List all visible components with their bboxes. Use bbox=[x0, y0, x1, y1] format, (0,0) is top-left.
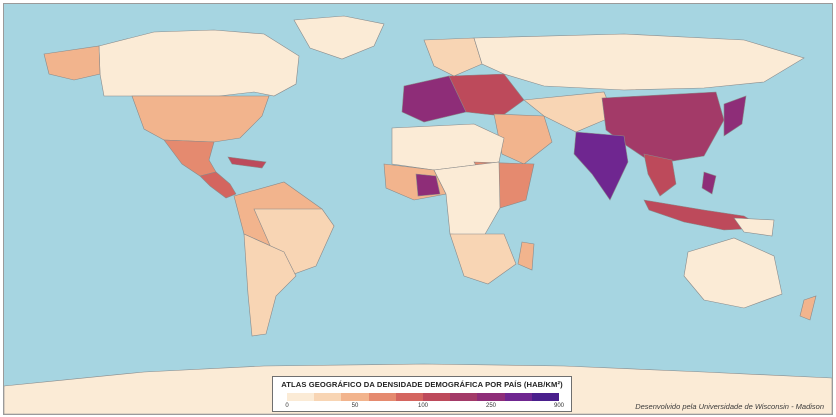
legend-color-swatch bbox=[450, 393, 478, 401]
region-russia bbox=[473, 33, 805, 91]
legend-color-swatch bbox=[531, 393, 560, 401]
region-europe-east bbox=[448, 73, 525, 117]
legend-color-swatch bbox=[341, 393, 369, 401]
region-japan bbox=[723, 95, 747, 137]
region-china bbox=[601, 91, 725, 165]
region-alaska bbox=[43, 45, 101, 81]
legend-title: ATLAS GEOGRÁFICO DA DENSIDADE DEMOGRÁFIC… bbox=[281, 380, 563, 389]
credit-text: Desenvolvido pela Universidade de Wiscon… bbox=[635, 402, 824, 411]
world-map bbox=[4, 15, 832, 414]
region-southeast-asia bbox=[643, 153, 677, 197]
region-mexico bbox=[163, 139, 217, 177]
legend: ATLAS GEOGRÁFICO DA DENSIDADE DEMOGRÁFIC… bbox=[272, 376, 572, 412]
legend-tick: 900 bbox=[553, 403, 565, 409]
region-philippines bbox=[701, 171, 717, 195]
legend-color-swatch bbox=[368, 393, 396, 401]
region-nigeria bbox=[415, 173, 441, 197]
legend-color-swatch bbox=[504, 393, 532, 401]
region-central-africa bbox=[433, 161, 501, 237]
region-new-zealand bbox=[799, 295, 817, 321]
region-southern-africa bbox=[449, 233, 517, 285]
region-south-america-south bbox=[243, 233, 297, 337]
region-canada bbox=[98, 29, 300, 97]
legend-tick: 50 bbox=[351, 403, 359, 409]
legend-color-bar bbox=[287, 393, 560, 401]
legend-color-swatch bbox=[477, 393, 505, 401]
region-caribbean bbox=[227, 156, 267, 169]
region-new-guinea bbox=[733, 217, 775, 237]
legend-color-swatch bbox=[395, 393, 424, 401]
region-madagascar bbox=[517, 241, 535, 271]
legend-tick: 0 bbox=[285, 403, 289, 409]
region-usa bbox=[131, 95, 270, 143]
legend-color-swatch bbox=[314, 393, 342, 401]
legend-color-swatch bbox=[287, 393, 315, 401]
map-frame: ATLAS GEOGRÁFICO DA DENSIDADE DEMOGRÁFIC… bbox=[3, 3, 833, 415]
legend-tick: 250 bbox=[485, 403, 497, 409]
legend-color-swatch bbox=[423, 393, 451, 401]
region-scandinavia bbox=[423, 37, 483, 77]
region-india bbox=[573, 131, 629, 201]
region-australia bbox=[683, 237, 783, 309]
region-central-america bbox=[199, 171, 237, 199]
region-central-asia bbox=[523, 91, 615, 133]
legend-tick: 100 bbox=[417, 403, 429, 409]
region-greenland bbox=[293, 15, 385, 60]
